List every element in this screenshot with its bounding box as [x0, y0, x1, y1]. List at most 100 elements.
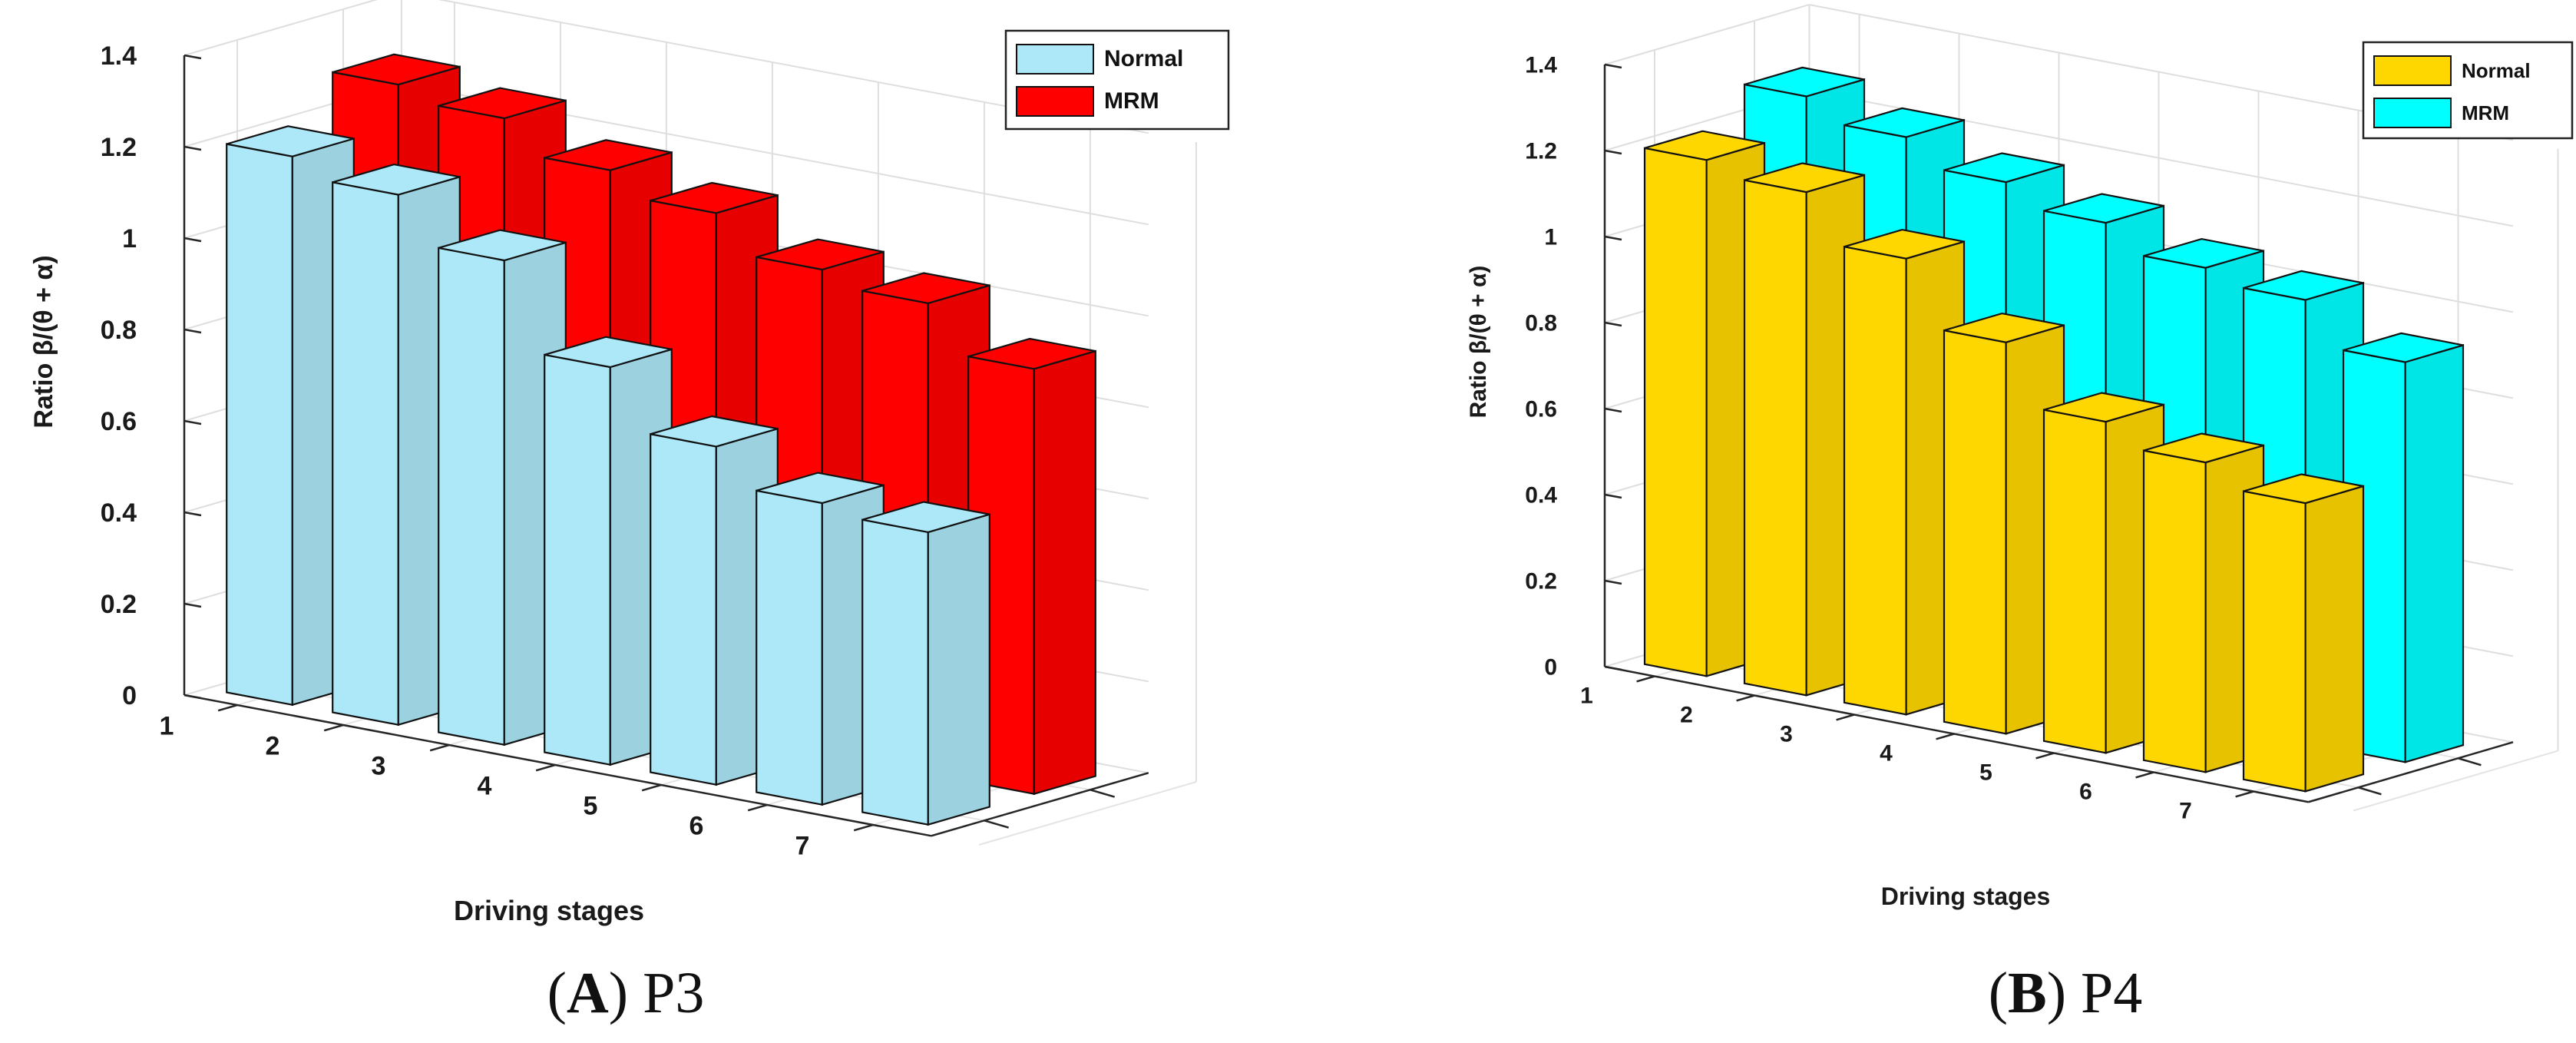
bar-normal-7	[2242, 473, 2365, 793]
y-tick-label: 0.2	[101, 590, 137, 619]
bar-front-face	[544, 353, 611, 767]
y-tick-label: 0.6	[101, 407, 137, 436]
x-axis-line	[184, 694, 932, 837]
legend-swatch-mrm	[1016, 86, 1094, 117]
y-tick-label: 0	[1544, 655, 1557, 680]
x-tick-mark	[2135, 771, 2154, 779]
x-tick-label: 4	[1880, 741, 1893, 767]
bar-top-face	[2243, 473, 2364, 505]
x-tick-mark	[1836, 714, 1855, 721]
x-tick-label: 3	[1780, 722, 1793, 747]
x-tick-mark	[429, 743, 450, 752]
x-tick-label: 3	[371, 751, 385, 780]
y-tick-label: 0.4	[101, 498, 137, 528]
y-tick-label: 0.8	[101, 316, 137, 345]
y-tick-mark	[1604, 321, 1622, 327]
chart-panel-b: 0 0.2 0.4 0.6 0.8 1 1.2 1.4 1 2 3 4 5 6 7 Ratio β/(θ + …	[1466, 4, 2574, 1025]
x-tick-label: 5	[583, 791, 597, 820]
y-tick-mark	[1604, 407, 1622, 413]
bar-top-face	[1644, 130, 1765, 161]
x-axis-title: Driving stages	[454, 895, 644, 926]
panel-caption: (A) P3	[547, 961, 705, 1025]
bar-top-face	[2143, 237, 2264, 269]
x-tick-label: 1	[1580, 684, 1593, 709]
y-tick-label: 1.2	[101, 133, 137, 162]
y-tick-mark	[184, 328, 202, 334]
gridline-y-side	[1604, 4, 1810, 65]
bars	[226, 53, 1096, 826]
z-tick-mark	[1090, 789, 1115, 798]
y-tick-label: 1	[1544, 225, 1557, 250]
y-axis-title: Ratio β/(θ + α)	[1466, 266, 1491, 419]
legend: Normal MRM	[2362, 41, 2574, 140]
y-tick-mark	[184, 145, 202, 151]
y-tick-mark	[184, 511, 202, 517]
bar-top-face	[544, 139, 673, 171]
y-tick-mark	[1604, 579, 1622, 585]
bar-top-face	[1943, 312, 2065, 343]
x-tick-mark	[1936, 733, 1955, 740]
x-tick-mark	[641, 783, 662, 792]
y-tick-mark	[184, 602, 202, 608]
bar-top-face	[438, 229, 567, 262]
chart-panel-a: 0 0.2 0.4 0.6 0.8 1 1.2 1.4 1 2 3 4 5 6 7 Ratio β/(θ + …	[29, 0, 1230, 1025]
bar-front-face	[756, 489, 823, 806]
caption-letter: B	[2008, 961, 2047, 1025]
bar-top-face	[332, 163, 461, 196]
axes: 0 0.2 0.4 0.6 0.8 1 1.2 1.4 1 2 3 4 5 6 7	[101, 41, 1149, 860]
bar-top-face	[332, 53, 461, 86]
bar-front-face	[650, 432, 717, 786]
bar-front-face	[332, 180, 399, 727]
legend-label-normal: Normal	[1104, 46, 1183, 71]
caption-open: (	[1989, 961, 2008, 1025]
bar-top-face	[1744, 162, 1865, 194]
y-tick-mark	[1604, 235, 1622, 241]
bar-top-face	[2343, 332, 2464, 363]
panel-caption: (B) P4	[1989, 961, 2143, 1025]
y-tick-mark	[184, 419, 202, 425]
x-axis-title: Driving stages	[1881, 882, 2051, 910]
x-axis-line	[1604, 665, 2309, 803]
bar-side-face	[1033, 349, 1096, 796]
y-tick-mark	[1604, 665, 1622, 671]
z-tick-mark	[2458, 757, 2482, 767]
legend-label-mrm: MRM	[1104, 88, 1159, 114]
bar-top-face	[861, 501, 990, 534]
x-tick-mark	[2235, 790, 2254, 798]
x-tick-label: 6	[2079, 780, 2092, 805]
y-tick-mark	[184, 54, 202, 60]
caption-letter: A	[567, 961, 609, 1025]
x-tick-mark	[535, 763, 556, 772]
bar-top-face	[1844, 228, 1965, 260]
legend-label-mrm: MRM	[2462, 101, 2509, 124]
bar-top-face	[861, 272, 990, 304]
bar-top-face	[756, 472, 885, 505]
y-tick-mark	[1604, 63, 1622, 69]
y-tick-mark	[184, 694, 202, 700]
bar-front-face	[438, 247, 505, 747]
bar-normal-7	[861, 501, 990, 826]
x-tick-mark	[747, 803, 768, 812]
bar-top-face	[226, 125, 355, 157]
bar-front-face	[2142, 449, 2207, 773]
bar-top-face	[1744, 66, 1865, 98]
x-tick-label: 7	[795, 831, 809, 860]
bar-side-face	[927, 513, 990, 826]
x-tick-label: 7	[2179, 799, 2192, 824]
y-tick-label: 1.2	[1525, 139, 1557, 164]
legend-label-normal: Normal	[2462, 59, 2531, 82]
caption-close: )	[609, 961, 643, 1025]
legend-swatch-normal	[2373, 55, 2452, 86]
axes: 0 0.2 0.4 0.6 0.8 1 1.2 1.4 1 2 3 4 5 6 7	[1525, 53, 2514, 824]
bar-front-face	[1643, 147, 1708, 677]
y-tick-mark	[1604, 149, 1622, 155]
caption-open: (	[547, 961, 567, 1025]
bar-front-face	[1843, 245, 1907, 716]
y-tick-label: 1.4	[1525, 53, 1557, 78]
y-tick-label: 0.4	[1525, 483, 1557, 508]
bar-top-face	[438, 87, 567, 120]
gridline-y-side	[184, 0, 378, 56]
x-tick-mark	[1736, 694, 1755, 702]
y-axis-title: Ratio β/(θ + α)	[29, 255, 58, 428]
